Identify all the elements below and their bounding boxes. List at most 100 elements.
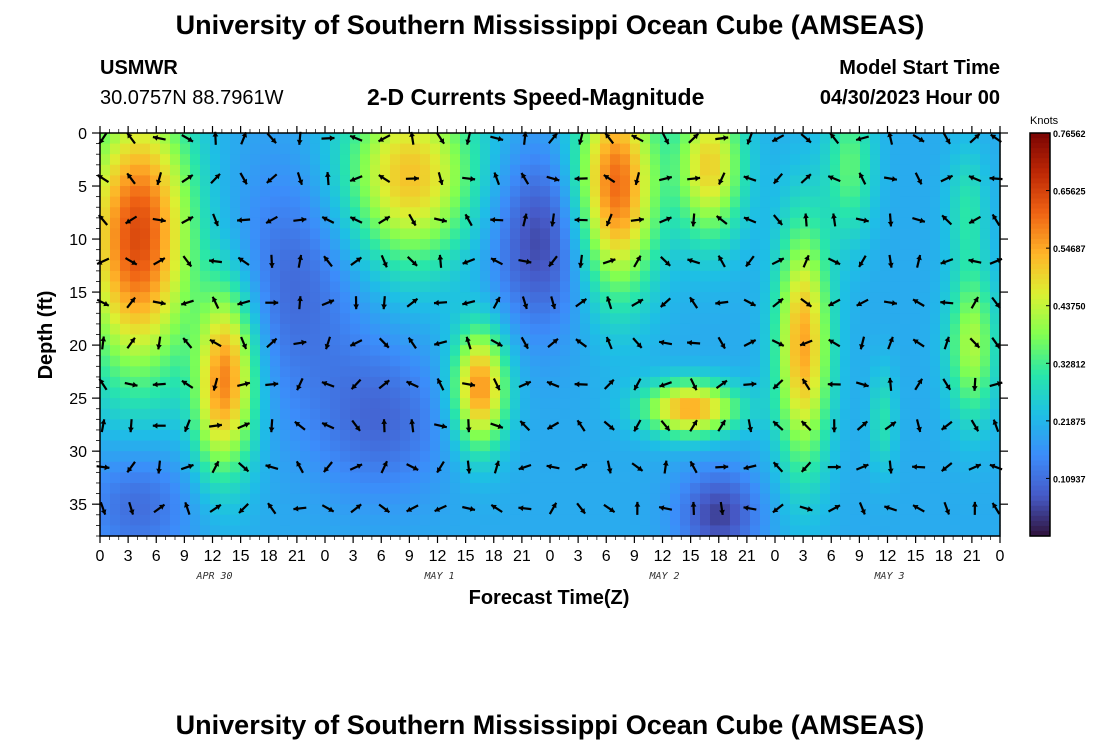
heatmap-cell — [710, 249, 721, 261]
heatmap-cell — [650, 461, 661, 473]
heatmap-cell — [540, 429, 551, 442]
current-arrow — [349, 175, 363, 183]
heatmap-cell — [590, 196, 601, 208]
heatmap-cell — [670, 281, 681, 293]
heatmap-cell — [760, 504, 771, 516]
heatmap-cell — [570, 408, 581, 420]
heatmap-cell — [320, 451, 331, 463]
heatmap-cell — [690, 186, 701, 198]
heatmap-cell — [250, 302, 261, 314]
heatmap-cell — [250, 366, 261, 378]
current-arrow — [972, 501, 978, 515]
heatmap-cell — [540, 164, 551, 177]
heatmap-cell — [550, 504, 561, 516]
heatmap-cell — [760, 228, 771, 240]
heatmap-cell — [840, 387, 851, 399]
heatmap-cell — [260, 302, 271, 314]
heatmap-cell — [620, 281, 631, 293]
heatmap-cell — [570, 451, 581, 463]
heatmap-cell — [380, 525, 391, 537]
heatmap-cell — [590, 207, 601, 219]
current-arrow — [942, 378, 952, 391]
heatmap-cell — [420, 281, 431, 293]
current-arrow — [884, 421, 897, 431]
heatmap-cell — [480, 302, 491, 314]
heatmap-cell — [710, 429, 721, 442]
heatmap-cell — [300, 334, 311, 346]
heatmap-cell — [690, 228, 701, 240]
heatmap-cell — [950, 472, 961, 484]
heatmap-cell — [170, 493, 181, 505]
heatmap-cell — [280, 408, 291, 420]
heatmap-cell — [380, 440, 391, 452]
heatmap-cell — [980, 207, 991, 219]
x-tick-label: 9 — [630, 548, 639, 565]
heatmap-cell — [430, 345, 441, 357]
heatmap-cell — [410, 366, 421, 378]
heatmap-cell — [290, 376, 301, 389]
heatmap-cell — [380, 451, 391, 463]
heatmap-cell — [780, 472, 791, 484]
heatmap-cell — [420, 270, 431, 283]
heatmap-cell — [390, 440, 401, 452]
heatmap-cell — [200, 482, 211, 495]
heatmap-cell — [560, 217, 571, 230]
current-arrow — [490, 338, 503, 348]
heatmap-cell — [560, 270, 571, 283]
heatmap-cell — [180, 408, 191, 420]
heatmap-cell — [640, 451, 651, 463]
heatmap-cell — [370, 345, 381, 357]
heatmap-cell — [810, 482, 821, 495]
heatmap-cell — [420, 514, 431, 526]
heatmap-cell — [430, 260, 441, 272]
heatmap-cell — [950, 525, 961, 537]
heatmap-cell — [830, 260, 841, 272]
heatmap-cell — [110, 207, 121, 219]
heatmap-cell — [770, 302, 781, 314]
current-arrow — [181, 174, 194, 184]
heatmap-cell — [710, 334, 721, 346]
heatmap-cell — [530, 239, 541, 251]
heatmap-cell — [140, 376, 151, 389]
y-tick-label: 20 — [69, 338, 87, 355]
heatmap-cell — [350, 440, 361, 452]
heatmap-cell — [520, 366, 531, 378]
x-tick-label: 3 — [799, 548, 808, 565]
heatmap-cell — [670, 196, 681, 208]
heatmap-cell — [150, 482, 161, 495]
heatmap-cell — [250, 186, 261, 198]
heatmap-cell — [320, 217, 331, 230]
heatmap-cell — [230, 514, 241, 526]
heatmap-cell — [200, 376, 211, 389]
heatmap-cell — [440, 419, 451, 431]
current-arrow — [632, 337, 643, 349]
heatmap-cell — [400, 270, 411, 283]
heatmap-cell — [610, 482, 621, 495]
heatmap-cell — [350, 334, 361, 346]
heatmap-cell — [470, 451, 481, 463]
current-arrow — [660, 420, 671, 432]
current-arrow — [406, 380, 419, 389]
heatmap-cell — [640, 355, 651, 367]
heatmap-cell — [110, 345, 121, 357]
heatmap-cell — [220, 429, 231, 442]
heatmap-cell — [790, 451, 801, 463]
heatmap-cell — [950, 461, 961, 473]
heatmap-cell — [980, 154, 991, 166]
heatmap-cell — [570, 355, 581, 367]
heatmap-cell — [640, 408, 651, 420]
colorbar-segment — [1030, 158, 1050, 164]
heatmap-cell — [420, 292, 431, 304]
current-arrow — [378, 379, 390, 390]
heatmap-cell — [410, 387, 421, 399]
heatmap-cell — [350, 186, 361, 198]
heatmap-cell — [900, 228, 911, 240]
heatmap-cell — [650, 525, 661, 537]
heatmap-cell — [870, 451, 881, 463]
heatmap-cell — [830, 482, 841, 495]
heatmap-cell — [490, 514, 501, 526]
heatmap-cell — [670, 366, 681, 378]
heatmap-cell — [120, 228, 131, 240]
heatmap-cell — [770, 376, 781, 389]
heatmap-cell — [480, 143, 491, 155]
